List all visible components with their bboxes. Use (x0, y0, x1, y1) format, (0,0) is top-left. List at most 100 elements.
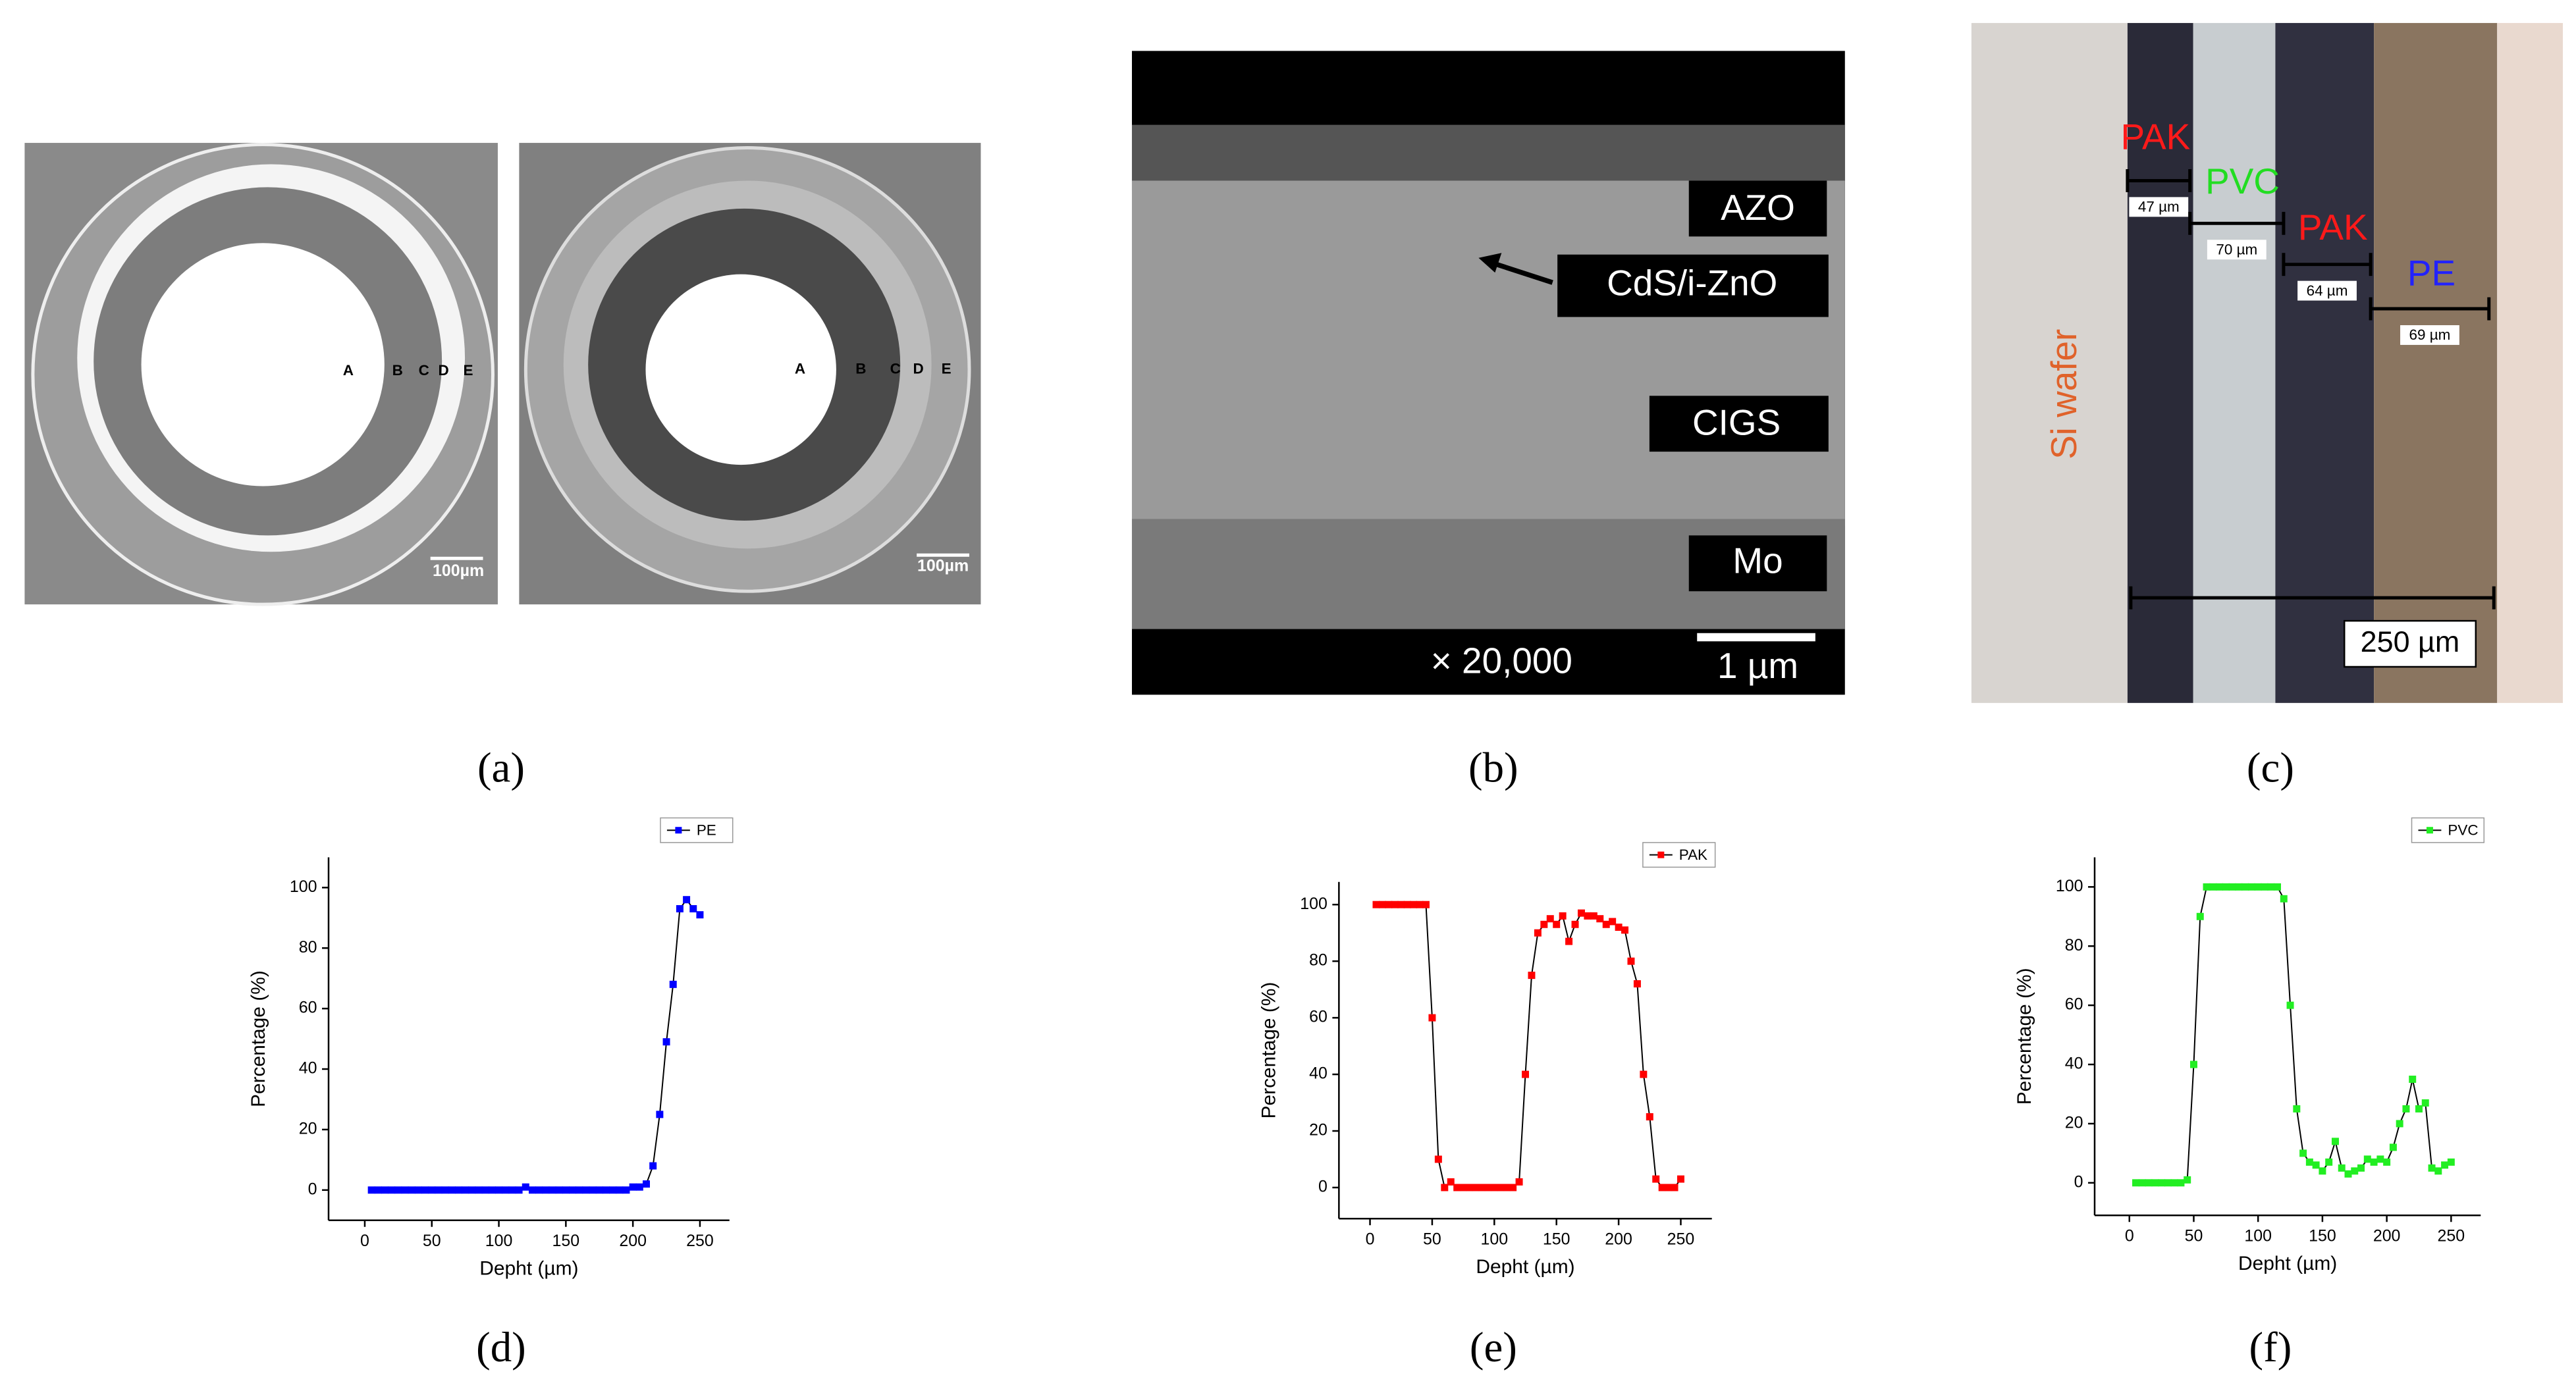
cross-section (2497, 22, 2563, 703)
data-point (669, 980, 677, 988)
x-tick-label: 50 (1423, 1230, 1441, 1248)
data-point (2319, 1167, 2326, 1175)
data-point (1447, 1178, 1455, 1186)
data-point (1534, 929, 1542, 937)
data-point (441, 1186, 449, 1194)
data-point (643, 1180, 650, 1188)
data-point (401, 1186, 409, 1194)
layer-name: PVC (2205, 161, 2280, 201)
data-point (1658, 1184, 1666, 1191)
layer-label: CdS/i-ZnO (1607, 263, 1777, 303)
data-point (1403, 901, 1411, 908)
data-point (1515, 1178, 1523, 1186)
data-point (1472, 1184, 1480, 1191)
y-tick-label: 20 (299, 1120, 317, 1138)
y-tick-label: 40 (299, 1059, 317, 1078)
data-point (508, 1186, 516, 1194)
data-point (2370, 1158, 2378, 1166)
data-point (2177, 1179, 2185, 1187)
x-axis-label: Depht (µm) (479, 1258, 578, 1280)
data-point (1627, 957, 1635, 965)
hole (141, 243, 385, 486)
panel-label: (c) (2247, 745, 2294, 792)
data-point (609, 1186, 617, 1194)
data-point (1385, 901, 1393, 908)
data-line (1376, 904, 1682, 1189)
data-point (374, 1186, 382, 1194)
data-point (602, 1186, 610, 1194)
data-point (656, 1111, 664, 1118)
data-point (1540, 920, 1548, 928)
data-point (683, 896, 691, 904)
x-tick-label: 100 (485, 1232, 513, 1250)
data-point (1577, 909, 1585, 917)
data-point (2164, 1179, 2172, 1187)
y-tick-label: 100 (290, 877, 317, 896)
x-tick-label: 200 (619, 1232, 647, 1250)
x-tick-label: 100 (2244, 1226, 2272, 1245)
panel-label: (d) (476, 1324, 526, 1371)
y-tick-label: 80 (299, 938, 317, 956)
data-point (1665, 1184, 1673, 1191)
cross-section (2275, 22, 2375, 703)
legend-label: PVC (2448, 822, 2478, 838)
data-point (2312, 1161, 2320, 1169)
label-box (1557, 254, 1829, 317)
data-point (502, 1186, 510, 1194)
letter: C (419, 362, 429, 379)
data-point (1621, 926, 1629, 934)
x-axis-label: Depht (µm) (2238, 1253, 2337, 1274)
data-point (394, 1186, 402, 1194)
measure-box (2129, 197, 2189, 217)
y-tick-label: 20 (1309, 1121, 1328, 1139)
data-point (2351, 1167, 2359, 1175)
data-point (622, 1186, 630, 1194)
measure-box (2207, 240, 2267, 260)
data-point (1466, 1184, 1474, 1191)
data-point (1590, 912, 1597, 920)
y-tick-label: 100 (2056, 877, 2083, 895)
layer-label: CIGS (1692, 402, 1781, 443)
data-point (2203, 883, 2211, 891)
y-tick-label: 0 (308, 1180, 317, 1198)
letter: E (942, 360, 952, 377)
data-point (542, 1186, 550, 1194)
layer-label: Mo (1732, 540, 1783, 581)
data-point (2145, 1179, 2153, 1187)
data-point (2247, 883, 2255, 891)
data-point (428, 1186, 436, 1194)
data-point (448, 1186, 456, 1194)
data-point (2428, 1164, 2436, 1172)
panel-label: (a) (477, 745, 525, 792)
data-point (2254, 883, 2262, 891)
data-point (1546, 915, 1554, 923)
data-point (1522, 1070, 1530, 1078)
data-point (1503, 1184, 1511, 1191)
data-point (1646, 1113, 1653, 1121)
data-point (1652, 1175, 1660, 1183)
data-point (589, 1186, 597, 1194)
data-point (635, 1183, 643, 1191)
data-point (1671, 1184, 1678, 1191)
data-point (676, 904, 684, 912)
data-point (2415, 1105, 2423, 1112)
data-point (2338, 1164, 2346, 1172)
cross-section (2374, 22, 2498, 703)
data-point (2305, 1158, 2313, 1166)
data-point (528, 1186, 536, 1194)
data-point (1497, 1184, 1505, 1191)
x-tick-label: 200 (1605, 1230, 1632, 1248)
data-line (371, 899, 701, 1191)
cross-section (2193, 22, 2276, 703)
data-point (1434, 1155, 1442, 1163)
data-point (481, 1186, 489, 1194)
data-point (2293, 1105, 2301, 1112)
hole (645, 274, 836, 465)
y-tick-label: 0 (1318, 1178, 1328, 1196)
data-point (1640, 1070, 1648, 1078)
data-point (662, 1038, 670, 1046)
letter: E (464, 362, 473, 379)
y-axis-label: Percentage (%) (2014, 968, 2035, 1105)
x-tick-label: 0 (360, 1232, 369, 1250)
